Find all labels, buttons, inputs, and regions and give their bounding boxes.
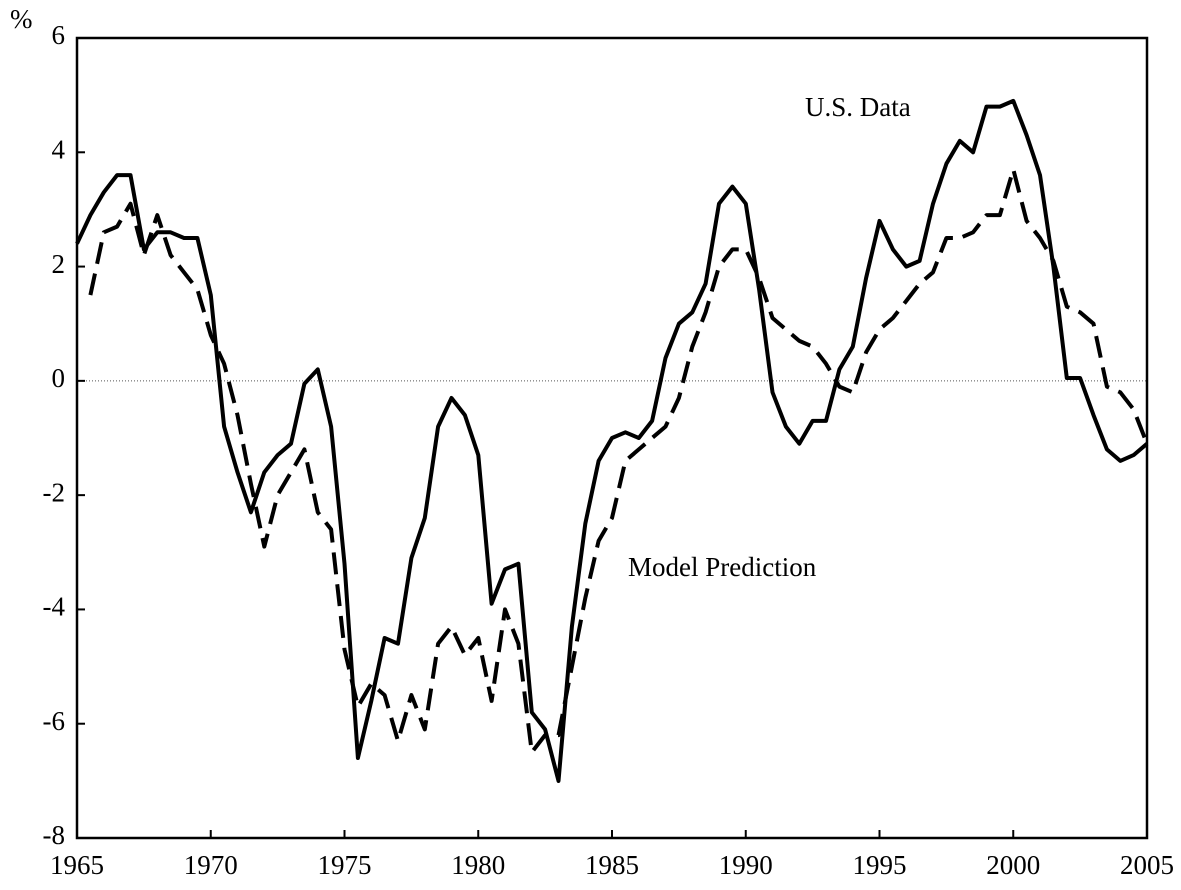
plot-frame (75, 36, 1149, 840)
y-tick-label: -4 (43, 592, 66, 622)
y-tick-label: -6 (43, 706, 66, 736)
y-tick-label: -8 (43, 820, 66, 850)
x-tick-label: 1990 (719, 850, 773, 880)
y-tick-label: -2 (43, 477, 66, 507)
x-tick-label: 1970 (184, 850, 238, 880)
y-tick-label: 6 (52, 20, 66, 50)
x-tick-label: 1975 (318, 850, 372, 880)
y-tick-label: 2 (52, 249, 66, 279)
series-label: U.S. Data (805, 92, 911, 122)
y-tick-label: 0 (52, 363, 66, 393)
x-tick-label: 1965 (50, 850, 104, 880)
x-tick-label: 1985 (585, 850, 639, 880)
x-tick-label: 1995 (853, 850, 907, 880)
x-tick-label: 1980 (451, 850, 505, 880)
y-tick-label: 4 (52, 134, 66, 164)
line-series (75, 98, 1149, 783)
y-axis-label: % (10, 4, 33, 34)
line-series (88, 167, 1149, 755)
series-label: Model Prediction (628, 552, 817, 582)
x-tick-label: 2005 (1120, 850, 1174, 880)
x-tick-label: 2000 (986, 850, 1040, 880)
